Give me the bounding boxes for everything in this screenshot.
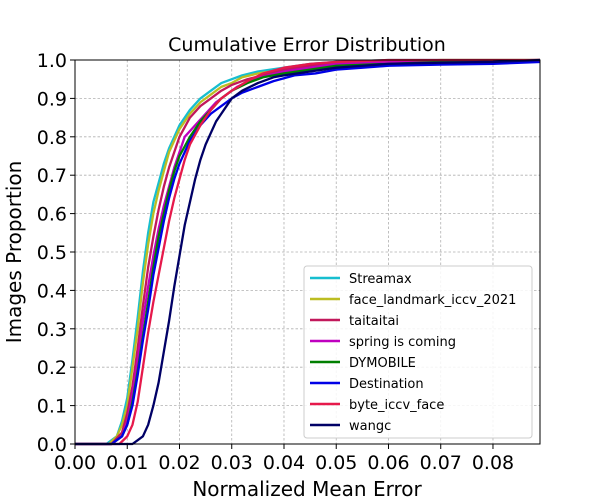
y-tick-label: 0.8 bbox=[37, 127, 67, 149]
series-group bbox=[75, 58, 541, 446]
y-tick-label: 0.7 bbox=[37, 165, 67, 187]
series-line-byte-iccv-face bbox=[75, 58, 540, 446]
y-tick-label: 0.6 bbox=[37, 204, 67, 226]
x-tick-label: 0.07 bbox=[420, 452, 462, 474]
x-tick-label: 0.01 bbox=[106, 452, 148, 474]
legend-label-streamax: Streamax bbox=[349, 272, 412, 287]
x-tick-label: 0.05 bbox=[315, 452, 357, 474]
legend: Streamax face_landmark_iccv_2021 taitaitai… bbox=[303, 265, 533, 439]
x-tick-label: 0.08 bbox=[472, 452, 514, 474]
legend-items: Streamax face_landmark_iccv_2021 taitaitai… bbox=[310, 272, 516, 434]
y-tick-label: 0.9 bbox=[37, 88, 67, 110]
y-tick-label: 0.1 bbox=[37, 396, 67, 418]
x-tick-label: 0.03 bbox=[211, 452, 253, 474]
series-line-taitaitai bbox=[75, 58, 541, 446]
y-tick-label: 1.0 bbox=[37, 50, 67, 72]
y-axis-ticks: 0.0 0.1 0.2 0.3 0.4 0.5 0.6 0.7 0.8 0.9 1.0 bbox=[37, 50, 75, 456]
chart-title: Cumulative Error Distribution bbox=[168, 34, 446, 56]
legend-label-spring-is-coming: spring is coming bbox=[349, 335, 456, 350]
legend-box bbox=[303, 265, 533, 439]
y-tick-label: 0.2 bbox=[37, 357, 67, 379]
series-line-wangc bbox=[75, 58, 541, 446]
legend-label-destination: Destination bbox=[349, 377, 424, 392]
x-tick-label: 0.04 bbox=[263, 452, 305, 474]
y-tick-label: 0.0 bbox=[37, 434, 67, 456]
legend-label-dymobile: DYMOBILE bbox=[349, 356, 416, 371]
y-tick-label: 0.4 bbox=[37, 280, 67, 302]
y-axis-label: Images Proportion bbox=[2, 161, 26, 344]
legend-label-taitaitai: taitaitai bbox=[349, 314, 399, 329]
x-tick-label: 0.00 bbox=[54, 452, 96, 474]
legend-label-wangc: wangc bbox=[349, 419, 391, 434]
x-tick-label: 0.02 bbox=[158, 452, 200, 474]
y-tick-label: 0.3 bbox=[37, 319, 67, 341]
series-line-spring-is-coming bbox=[75, 58, 541, 446]
y-tick-label: 0.5 bbox=[37, 242, 67, 264]
x-axis-label: Normalized Mean Error bbox=[192, 477, 422, 500]
x-tick-label: 0.06 bbox=[367, 452, 409, 474]
legend-label-face-landmark-iccv-2021: face_landmark_iccv_2021 bbox=[349, 293, 516, 308]
legend-label-byte-iccv-face: byte_iccv_face bbox=[349, 398, 444, 413]
x-axis-ticks: 0.00 0.01 0.02 0.03 0.04 0.05 0.06 0.07 0.08 bbox=[54, 444, 514, 474]
